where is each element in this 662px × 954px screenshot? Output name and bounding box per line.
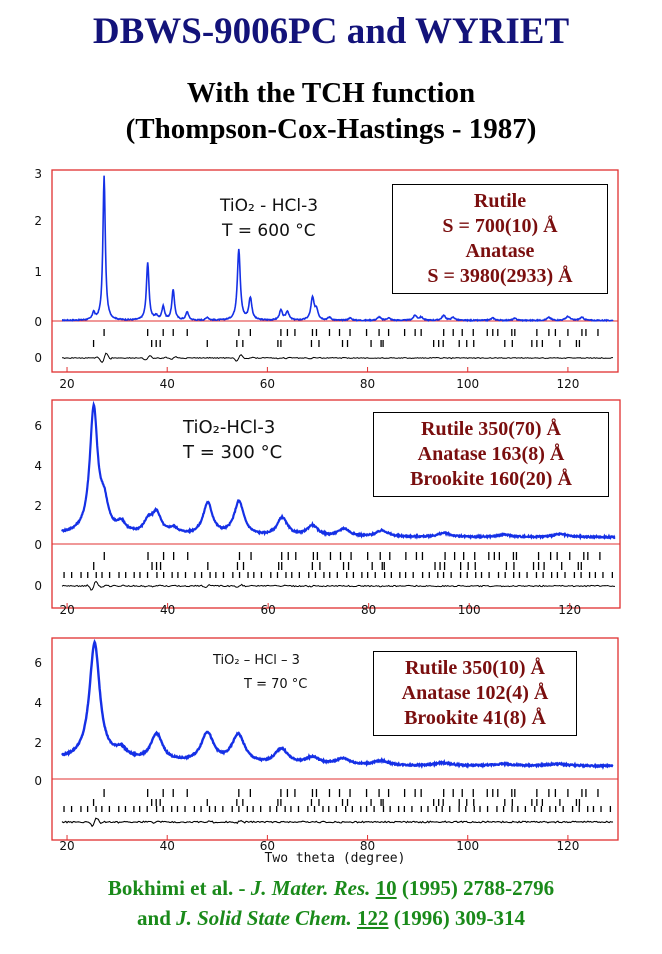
temperature-label: T = 70 °C [243, 677, 307, 692]
x-axis-label: Two theta (degree) [265, 851, 406, 866]
info-line: Rutile 350(70) Å [421, 418, 561, 440]
x-tick-label: 60 [260, 377, 275, 391]
plot-frame [51, 399, 621, 609]
difference-curve [61, 352, 613, 364]
y-tick-label: 2 [34, 214, 42, 228]
reference-volume: 10 [375, 876, 397, 900]
x-tick-label: 80 [361, 603, 376, 617]
temperature-label: T = 600 °C [221, 221, 316, 241]
reference-pages: (1995) 2788-2796 [401, 876, 555, 900]
reflection-markers [63, 552, 614, 578]
reference-line-2: and J. Solid State Chem. 122 (1996) 309-… [0, 906, 662, 931]
reference-authors: Bokhimi et al. - [107, 876, 246, 900]
reference-volume: 122 [356, 906, 389, 930]
x-tick-label: 120 [558, 603, 581, 617]
info-line: Rutile [473, 190, 527, 212]
plot-frame [51, 169, 619, 373]
sample-label: TiO₂ – HCl – 3 [212, 653, 300, 668]
crystallite-size-box-300c: Rutile 350(70) Å Anatase 163(8) Å Brooki… [373, 412, 609, 497]
y-tick-label: 6 [34, 419, 42, 433]
sample-label: TiO₂-HCl-3 [182, 417, 275, 438]
x-tick-label: 40 [160, 603, 175, 617]
info-line: Brookite 41(8) Å [404, 707, 546, 729]
subtitle-line-2: (Thompson-Cox-Hastings - 1987) [125, 113, 537, 145]
page-title: DBWS-9006PC and WYRIET [92, 11, 570, 52]
crystallite-size-box-70c: Rutile 350(10) Å Anatase 102(4) Å Brooki… [373, 651, 577, 736]
plot-frame [51, 637, 619, 841]
crystallite-size-box-600c: Rutile S = 700(10) Å Anatase S = 3980(29… [392, 184, 608, 294]
info-line: Rutile 350(10) Å [405, 657, 545, 679]
y-tick-label: 4 [34, 459, 42, 473]
y-tick-label: 0 [34, 351, 42, 365]
x-tick-labels: 20 40 60 80 100 120 [59, 603, 581, 617]
reference-journal: J. Mater. Res. [250, 876, 371, 900]
temperature-label: T = 300 °C [182, 442, 282, 463]
reference-journal: J. Solid State Chem. [176, 906, 352, 930]
x-tick-label: 60 [261, 603, 276, 617]
sample-label: TiO₂ - HCl-3 [219, 196, 318, 216]
x-tick-label: 120 [556, 377, 579, 391]
observed-pattern [61, 175, 614, 323]
difference-curve [61, 580, 615, 591]
observed-pattern [61, 400, 616, 541]
info-line: S = 3980(2933) Å [427, 265, 573, 287]
info-line: Anatase 102(4) Å [401, 682, 549, 704]
x-tick-label: 40 [160, 839, 175, 853]
y-tick-label: 0 [34, 315, 42, 329]
x-tick-label: 20 [59, 603, 74, 617]
x-tick-label: 100 [458, 603, 481, 617]
x-tick-label: 80 [360, 839, 375, 853]
x-tick-label: 40 [160, 377, 175, 391]
y-tick-label: 6 [34, 656, 42, 670]
reflection-markers [92, 329, 599, 347]
reference-line-1: Bokhimi et al. - J. Mater. Res. 10 (1995… [0, 876, 662, 901]
x-tick-label: 60 [260, 839, 275, 853]
difference-curve [61, 817, 614, 828]
info-line: Anatase [465, 240, 535, 262]
x-tick-label: 20 [59, 377, 74, 391]
y-tick-label: 0 [34, 774, 42, 788]
y-tick-label: 0 [34, 538, 42, 552]
x-tick-label: 20 [59, 839, 74, 853]
y-tick-labels: 3 2 1 0 0 [34, 167, 42, 365]
y-tick-labels: 6 4 2 0 [34, 656, 42, 788]
x-tick-labels: 20 40 60 80 100 120 [59, 835, 579, 853]
reflection-markers [63, 789, 612, 812]
x-tick-labels: 20 40 60 80 100 120 [59, 367, 579, 391]
x-tick-label: 80 [360, 377, 375, 391]
x-tick-label: 120 [556, 839, 579, 853]
subtitle-line-1: With the TCH function [186, 77, 476, 109]
y-tick-label: 1 [34, 265, 42, 279]
info-line: Anatase 163(8) Å [417, 443, 565, 465]
y-tick-label: 2 [34, 736, 42, 750]
x-tick-label: 100 [456, 377, 479, 391]
y-tick-labels: 6 4 2 0 0 [34, 419, 42, 593]
x-tick-label: 100 [456, 839, 479, 853]
y-tick-label: 3 [34, 167, 42, 181]
info-line: Brookite 160(20) Å [410, 468, 572, 490]
observed-pattern [61, 638, 614, 770]
reference-prefix: and [137, 906, 171, 930]
reference-pages: (1996) 309-314 [393, 906, 525, 930]
y-tick-label: 2 [34, 499, 42, 513]
y-tick-label: 0 [34, 579, 42, 593]
y-tick-label: 4 [34, 696, 42, 710]
info-line: S = 700(10) Å [442, 215, 558, 237]
